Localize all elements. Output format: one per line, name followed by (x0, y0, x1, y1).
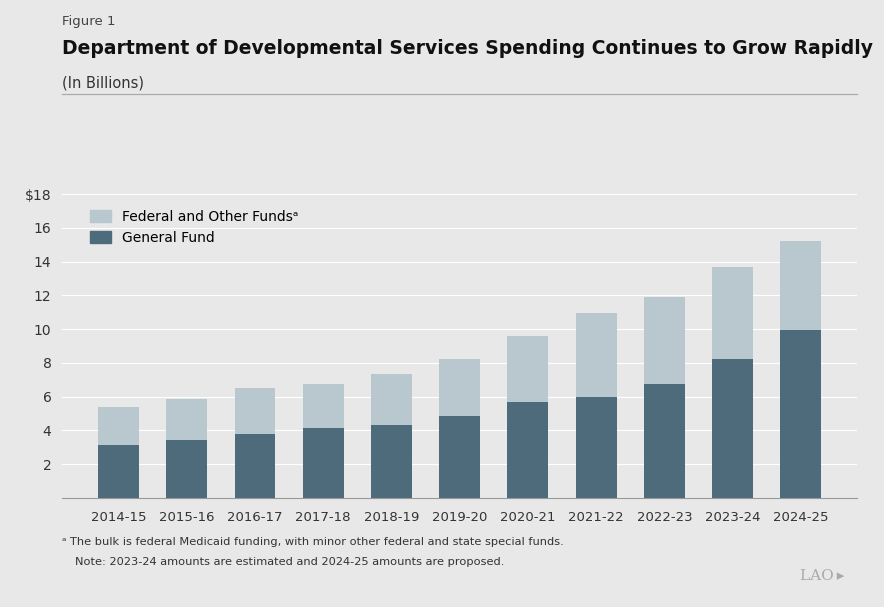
Bar (166, 399, 207, 439)
Text: Department of Developmental Services Spending Continues to Grow Rapidly: Department of Developmental Services Spe… (62, 39, 873, 58)
Bar (575, 313, 617, 398)
Bar (713, 359, 753, 498)
Legend: Federal and Other Fundsᵃ, General Fund: Federal and Other Fundsᵃ, General Fund (85, 204, 304, 250)
Bar (713, 266, 753, 359)
Bar (371, 426, 412, 498)
Bar (644, 384, 685, 498)
Bar (507, 402, 548, 498)
Bar (98, 446, 139, 498)
Bar (302, 428, 344, 498)
Bar (439, 416, 480, 498)
Bar (98, 407, 139, 446)
Bar (781, 330, 821, 498)
Bar (234, 433, 276, 498)
Text: Figure 1: Figure 1 (62, 15, 116, 28)
Bar (439, 359, 480, 416)
Bar (234, 388, 276, 433)
Bar (507, 336, 548, 402)
Text: LAO ▸: LAO ▸ (800, 569, 844, 583)
Text: ᵃ The bulk is federal Medicaid funding, with minor other federal and state speci: ᵃ The bulk is federal Medicaid funding, … (62, 537, 564, 547)
Bar (166, 439, 207, 498)
Text: (In Billions): (In Billions) (62, 76, 144, 91)
Bar (575, 398, 617, 498)
Bar (644, 297, 685, 384)
Bar (781, 240, 821, 330)
Bar (371, 374, 412, 426)
Text: Note: 2023-24 amounts are estimated and 2024-25 amounts are proposed.: Note: 2023-24 amounts are estimated and … (75, 557, 505, 567)
Bar (302, 384, 344, 428)
